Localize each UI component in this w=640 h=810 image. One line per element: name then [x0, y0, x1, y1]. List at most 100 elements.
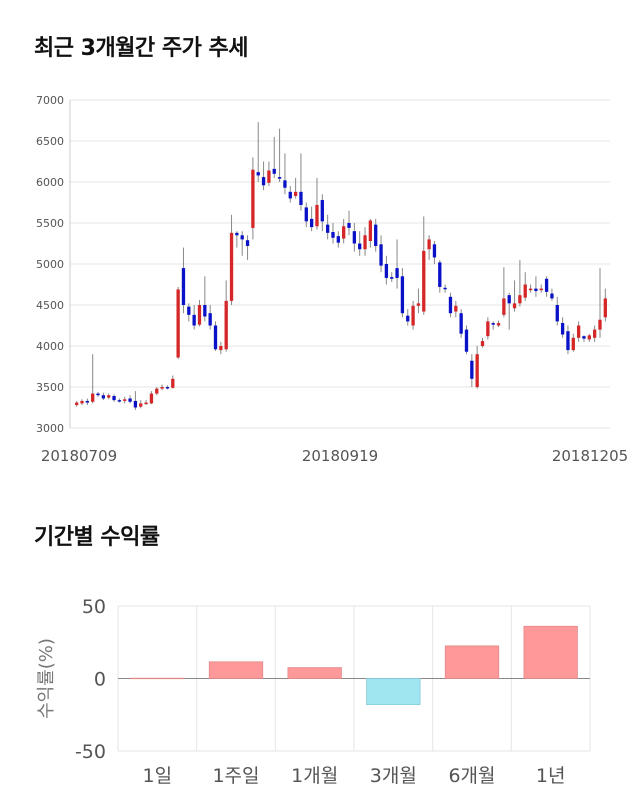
candle-body — [496, 323, 501, 326]
y-tick-label: 4500 — [36, 299, 64, 312]
return-bar — [208, 661, 264, 679]
candle-body — [416, 303, 421, 306]
candle-body — [352, 231, 357, 244]
candle-body — [80, 400, 84, 404]
candle-body — [406, 315, 410, 322]
candle-body — [363, 235, 367, 250]
candle-body — [293, 191, 298, 196]
candle-body — [75, 402, 79, 406]
candle-body — [267, 170, 271, 183]
candle-body — [123, 399, 127, 401]
candle-body — [160, 387, 164, 389]
candle-body — [544, 278, 549, 292]
candle-body — [464, 329, 469, 352]
candle-body — [133, 400, 138, 408]
x-tick-label: 20180919 — [302, 447, 378, 465]
x-tick-label: 3개월 — [370, 765, 417, 787]
candle-body — [475, 354, 479, 387]
candle-body — [523, 284, 527, 298]
candle-body — [411, 305, 415, 326]
y-tick-label: 0 — [94, 669, 106, 691]
return-bar — [444, 645, 500, 679]
candle-body — [491, 323, 495, 325]
candle-body — [272, 168, 276, 174]
candle-body — [176, 289, 180, 358]
candle-body — [117, 400, 122, 402]
candle-body — [374, 224, 378, 246]
candle-body — [390, 277, 394, 279]
candle-body — [582, 336, 586, 339]
candle-body — [187, 306, 191, 315]
candle-body — [283, 180, 287, 188]
candle-body — [155, 388, 159, 394]
candle-body — [518, 295, 522, 304]
candle-body — [320, 200, 324, 222]
candle-body — [128, 398, 132, 402]
candle-body — [566, 331, 570, 351]
y-tick-label: 7000 — [36, 94, 64, 107]
y-tick-label: 4000 — [36, 340, 64, 353]
candle-body — [277, 177, 282, 179]
candle-body — [85, 400, 90, 403]
x-tick-label: 6개월 — [448, 765, 495, 787]
candle-body — [512, 303, 517, 309]
candle-body — [229, 232, 234, 301]
candle-body — [486, 321, 490, 337]
candle-body — [592, 329, 597, 338]
candle-body — [288, 191, 292, 199]
candle-body — [502, 298, 506, 315]
candle-body — [331, 232, 335, 238]
return-bar — [130, 677, 185, 680]
candle-body — [379, 244, 383, 266]
return-bar — [366, 678, 421, 706]
candle-body — [432, 244, 437, 258]
candle-body — [219, 346, 223, 351]
candle-body — [245, 240, 250, 246]
returns-chart-title: 기간별 수익률 — [34, 525, 160, 550]
candle-body — [315, 204, 319, 227]
candle-body — [443, 287, 447, 290]
y-tick-label: 6500 — [36, 135, 64, 148]
candle-body — [91, 393, 95, 402]
candle-body — [448, 296, 453, 314]
candle-body — [165, 387, 170, 389]
candle-body — [598, 319, 602, 330]
candle-body — [427, 239, 431, 250]
candle-body — [304, 207, 308, 222]
returns-bar-chart: 50 0 -50 수익률(%) 1일 1주일 1개월 3개월 6개월 1년 — [36, 596, 591, 787]
candle-body — [144, 402, 148, 405]
candle-body — [107, 395, 111, 398]
return-bar — [287, 667, 342, 679]
candle-body — [96, 393, 100, 396]
candle-body — [149, 393, 154, 404]
candle-body — [528, 288, 533, 291]
candle-body — [576, 325, 581, 338]
candle-body — [213, 325, 218, 350]
candle-body — [139, 403, 143, 407]
candle-body — [422, 250, 426, 312]
candle-body — [208, 313, 212, 326]
candle-body — [197, 305, 202, 325]
candle-body — [240, 235, 244, 240]
candle-body — [112, 396, 116, 401]
x-tick-label: 20181205 — [552, 447, 628, 465]
candle-body — [534, 288, 538, 292]
candle-body — [347, 223, 351, 228]
y-tick-label: 50 — [82, 596, 106, 618]
candle-body — [480, 341, 485, 346]
y-tick-label: 5000 — [36, 258, 64, 271]
candle-body — [358, 243, 362, 250]
candle-body — [235, 232, 239, 236]
candle-body — [309, 218, 314, 228]
candle-body — [224, 300, 228, 350]
candle-body — [454, 305, 458, 312]
candle-body — [507, 295, 511, 304]
x-tick-label: 1일 — [143, 765, 173, 787]
candlestick-chart: 7000 6500 6000 5500 5000 4500 4000 3500 3000 2018… — [36, 94, 628, 465]
candle-body — [550, 293, 554, 299]
y-tick-label: 3500 — [36, 381, 64, 394]
x-tick-label: 1주일 — [212, 765, 259, 787]
y-tick-label: 3000 — [36, 422, 64, 435]
candle-body — [336, 236, 340, 243]
return-bar — [523, 625, 578, 679]
